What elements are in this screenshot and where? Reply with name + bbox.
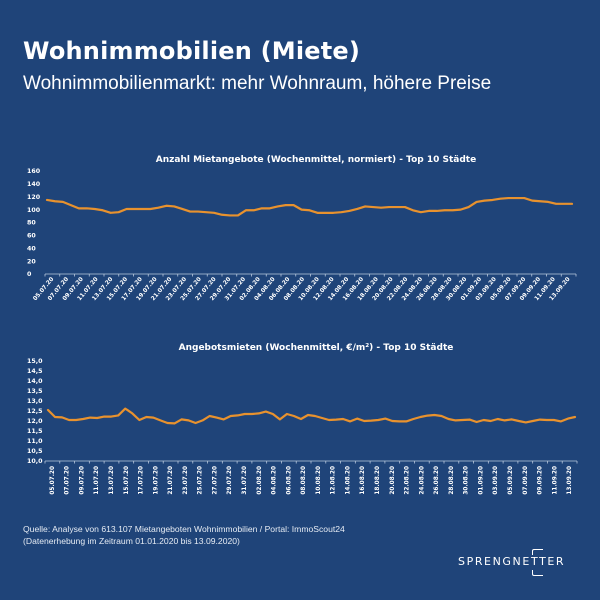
x-tick-label: 11.07.20 [94, 466, 100, 495]
y-tick-label: 10,0 [27, 458, 43, 465]
page-subtitle: Wohnimmobilienmarkt: mehr Wohnraum, höhe… [23, 73, 492, 94]
y-tick-label: 11,0 [27, 438, 43, 445]
chart-title: Anzahl Mietangebote (Wochenmittel, normi… [156, 155, 476, 165]
chart-rental-offers: Anzahl Mietangebote (Wochenmittel, normi… [27, 155, 577, 302]
x-tick-label: 06.08.20 [286, 466, 292, 495]
x-tick-label: 24.08.20 [419, 466, 425, 495]
x-tick-label: 05.09.20 [508, 466, 514, 495]
x-tick-label: 13.09.20 [567, 466, 573, 495]
logo-bracket-top-icon [532, 549, 543, 555]
logo-bracket-bottom-icon [532, 570, 543, 576]
x-tick-label: 28.08.20 [449, 466, 455, 495]
y-tick-label: 14,5 [27, 368, 43, 375]
x-tick-label: 26.08.20 [434, 466, 440, 495]
x-tick-label: 12.08.20 [331, 466, 337, 495]
x-tick-label: 07.09.20 [523, 466, 529, 495]
x-tick-label: 09.07.20 [79, 466, 85, 495]
x-tick-label: 20.08.20 [390, 466, 396, 495]
y-tick-label: 60 [27, 233, 36, 240]
x-tick-label: 16.08.20 [360, 466, 366, 495]
x-tick-label: 05.07.20 [50, 466, 56, 495]
x-tick-label: 17.07.20 [139, 466, 145, 495]
y-tick-label: 13,5 [27, 388, 43, 395]
y-tick-label: 120 [27, 194, 41, 201]
y-tick-label: 20 [27, 258, 36, 265]
x-tick-label: 01.09.20 [478, 466, 484, 495]
source-line-1: Quelle: Analyse von 613.107 Mietangebote… [23, 524, 345, 534]
x-tick-label: 19.07.20 [153, 466, 159, 495]
x-tick-label: 03.09.20 [493, 466, 499, 495]
series-line [45, 196, 574, 217]
chart-title: Angebotsmieten (Wochenmittel, €/m²) - To… [179, 343, 454, 353]
y-tick-label: 10,5 [27, 448, 43, 455]
x-tick-label: 31.07.20 [242, 466, 248, 495]
x-tick-label: 14.08.20 [345, 466, 351, 495]
x-tick-label: 07.07.20 [65, 466, 71, 495]
y-tick-label: 12,5 [27, 408, 43, 415]
y-tick-label: 140 [27, 181, 41, 188]
y-tick-label: 160 [27, 168, 41, 175]
source-note: Quelle: Analyse von 613.107 Mietangebote… [23, 523, 345, 547]
y-tick-label: 14,0 [27, 378, 43, 385]
x-tick-label: 22.08.20 [405, 466, 411, 495]
x-tick-label: 13.07.20 [109, 466, 115, 495]
x-tick-label: 25.07.20 [198, 466, 204, 495]
x-tick-label: 30.08.20 [464, 466, 470, 495]
series-line [46, 407, 577, 425]
x-tick-label: 18.08.20 [375, 466, 381, 495]
x-tick-label: 11.09.20 [552, 466, 558, 495]
y-tick-label: 100 [27, 207, 41, 214]
x-tick-label: 08.08.20 [301, 466, 307, 495]
x-tick-label: 15.07.20 [124, 466, 130, 495]
y-tick-label: 12,0 [27, 418, 43, 425]
x-tick-label: 27.07.20 [212, 466, 218, 495]
y-tick-label: 80 [27, 220, 36, 227]
source-line-2: (Datenerhebung im Zeitraum 01.01.2020 bi… [23, 536, 240, 546]
logo-text: SPRENGNETTER [458, 555, 566, 568]
sprengnetter-logo: SPRENGNETTER [458, 547, 568, 577]
x-tick-label: 04.08.20 [272, 466, 278, 495]
x-tick-label: 29.07.20 [227, 466, 233, 495]
x-tick-label: 10.08.20 [316, 466, 322, 495]
y-tick-label: 40 [27, 245, 36, 252]
chart-asking-rents: Angebotsmieten (Wochenmittel, €/m²) - To… [27, 343, 578, 495]
y-tick-label: 13,0 [27, 398, 43, 405]
page-title: Wohnimmobilien (Miete) [23, 37, 361, 65]
y-tick-label: 0 [27, 271, 32, 278]
y-tick-label: 11,5 [27, 428, 43, 435]
x-tick-label: 21.07.20 [168, 466, 174, 495]
y-tick-label: 15,0 [27, 358, 43, 365]
x-tick-label: 09.09.20 [538, 466, 544, 495]
x-tick-label: 23.07.20 [183, 466, 189, 495]
x-tick-label: 02.08.20 [257, 466, 263, 495]
